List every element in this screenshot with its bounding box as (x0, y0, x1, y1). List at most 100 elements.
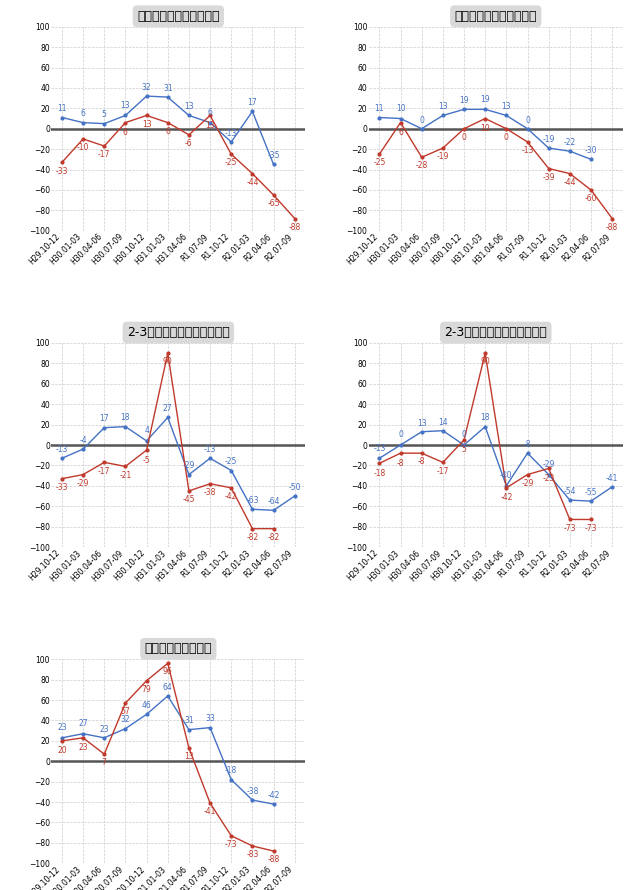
Text: -83: -83 (247, 850, 259, 859)
Text: -88: -88 (606, 222, 618, 231)
Text: 4: 4 (144, 426, 149, 435)
Text: -22: -22 (564, 138, 576, 147)
Text: -13: -13 (521, 146, 534, 155)
Text: -41: -41 (204, 807, 216, 816)
Text: 0: 0 (504, 133, 509, 142)
Text: -18: -18 (373, 469, 385, 478)
Text: 6: 6 (165, 126, 170, 136)
Text: -25: -25 (225, 457, 238, 466)
Text: -5: -5 (143, 456, 150, 465)
Text: -21: -21 (119, 471, 132, 480)
Text: 46: 46 (142, 701, 152, 710)
Text: 31: 31 (163, 84, 173, 93)
Text: 64: 64 (163, 683, 173, 692)
Text: -33: -33 (56, 483, 68, 492)
Text: -82: -82 (268, 533, 280, 542)
Text: 13: 13 (184, 752, 194, 761)
Text: 10: 10 (480, 124, 490, 134)
Text: 6: 6 (398, 128, 403, 137)
Text: 20: 20 (57, 747, 67, 756)
Text: 27: 27 (163, 404, 173, 413)
Text: -60: -60 (585, 194, 597, 203)
Text: -8: -8 (418, 457, 426, 466)
Text: -82: -82 (247, 533, 259, 542)
Text: 6: 6 (81, 109, 85, 118)
Text: -41: -41 (606, 473, 618, 482)
Text: -38: -38 (247, 787, 259, 796)
Text: 13: 13 (417, 418, 426, 427)
Text: -50: -50 (288, 483, 301, 492)
Text: -13: -13 (373, 444, 386, 453)
Text: 90: 90 (480, 358, 490, 367)
Title: 戸建て分譲住宅受注戸数: 戸建て分譲住宅受注戸数 (137, 10, 220, 23)
Text: -19: -19 (542, 135, 555, 144)
Text: -8: -8 (524, 440, 532, 449)
Text: -40: -40 (500, 471, 512, 481)
Text: 13: 13 (501, 102, 511, 111)
Text: 13: 13 (438, 102, 447, 111)
Text: 79: 79 (142, 684, 152, 694)
Text: -28: -28 (415, 161, 428, 171)
Text: -8: -8 (397, 458, 404, 468)
Text: 31: 31 (184, 716, 194, 725)
Text: 23: 23 (57, 724, 67, 732)
Text: -88: -88 (268, 855, 280, 864)
Text: 33: 33 (205, 715, 215, 724)
Text: -29: -29 (77, 479, 89, 488)
Text: 19: 19 (480, 94, 490, 104)
Text: -65: -65 (267, 199, 280, 208)
Text: -39: -39 (542, 173, 555, 182)
Text: 0: 0 (525, 116, 530, 125)
Text: 32: 32 (121, 716, 130, 724)
Text: -19: -19 (437, 152, 449, 161)
Text: -42: -42 (500, 493, 512, 503)
Text: -17: -17 (98, 466, 110, 475)
Text: -23: -23 (542, 474, 555, 483)
Text: -42: -42 (225, 492, 238, 501)
Text: 13: 13 (184, 102, 194, 111)
Text: -29: -29 (183, 461, 195, 471)
Text: 17: 17 (100, 415, 109, 424)
Text: -17: -17 (437, 466, 449, 475)
Text: 17: 17 (248, 98, 257, 107)
Text: 11: 11 (375, 104, 384, 113)
Text: 7: 7 (102, 758, 107, 767)
Text: 13: 13 (205, 121, 215, 130)
Text: 5: 5 (102, 110, 107, 119)
Text: -10: -10 (77, 143, 89, 152)
Text: 23: 23 (78, 743, 88, 752)
Text: 5: 5 (462, 446, 467, 455)
Text: 57: 57 (121, 708, 130, 716)
Text: -25: -25 (225, 158, 238, 167)
Text: -18: -18 (225, 766, 238, 775)
Text: -30: -30 (585, 146, 597, 155)
Title: リフォーム受注金額: リフォーム受注金額 (144, 643, 212, 655)
Text: 6: 6 (123, 128, 128, 137)
Text: -4: -4 (80, 436, 87, 445)
Text: 18: 18 (121, 414, 130, 423)
Text: -33: -33 (56, 166, 68, 175)
Text: 0: 0 (462, 431, 467, 440)
Text: -29: -29 (542, 460, 555, 469)
Text: -17: -17 (98, 150, 110, 159)
Text: -35: -35 (267, 151, 280, 160)
Text: -25: -25 (373, 158, 386, 167)
Text: 32: 32 (142, 83, 152, 92)
Title: 戸建て分譲住宅受注金額: 戸建て分譲住宅受注金額 (455, 10, 537, 23)
Text: 0: 0 (419, 116, 424, 125)
Text: -64: -64 (267, 498, 280, 506)
Text: 23: 23 (100, 724, 109, 733)
Text: -54: -54 (564, 487, 576, 496)
Text: -13: -13 (56, 445, 68, 454)
Text: -63: -63 (246, 496, 259, 506)
Text: -13: -13 (204, 445, 216, 454)
Text: -42: -42 (267, 791, 280, 800)
Text: 6: 6 (207, 108, 213, 117)
Title: 2-3階建て賃貸住宅受注金額: 2-3階建て賃貸住宅受注金額 (444, 326, 547, 339)
Text: 27: 27 (78, 719, 88, 728)
Text: 0: 0 (462, 133, 467, 142)
Text: 96: 96 (163, 668, 173, 676)
Text: -44: -44 (564, 178, 576, 187)
Text: 19: 19 (459, 96, 469, 105)
Text: -45: -45 (183, 495, 195, 504)
